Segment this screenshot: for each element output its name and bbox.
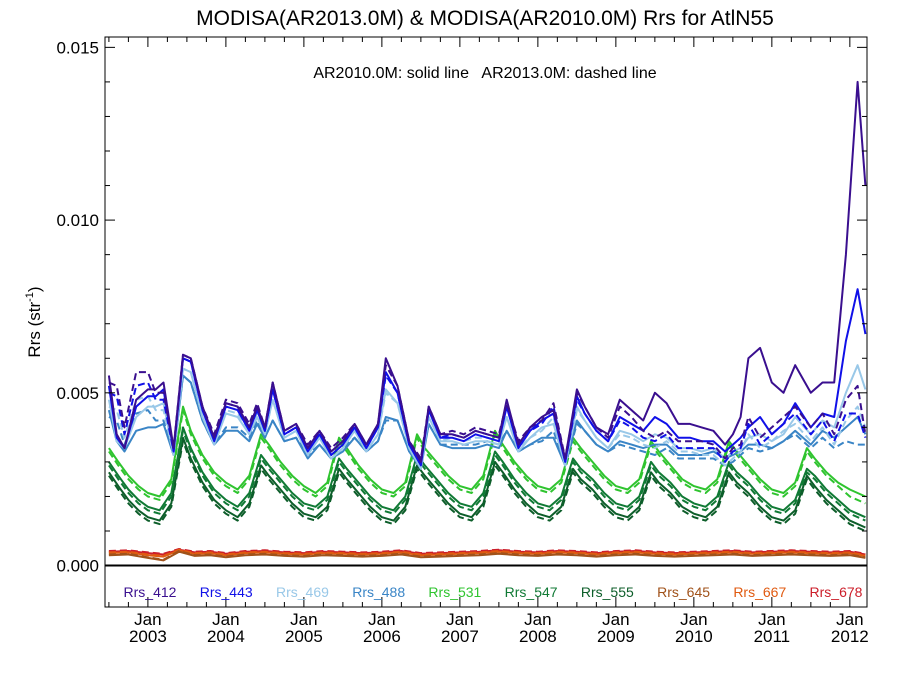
x-tick-year: 2003 bbox=[129, 627, 167, 646]
x-tick-year: 2004 bbox=[207, 627, 245, 646]
y-axis-ticks: 0.000 0.005 0.010 0.015 bbox=[56, 38, 867, 576]
y-axis-label: Rrs (str-1) bbox=[24, 286, 44, 357]
x-tick-year: 2005 bbox=[285, 627, 323, 646]
x-tick-month: Jan bbox=[368, 610, 395, 629]
chart-title: MODISA(AR2013.0M) & MODISA(AR2010.0M) Rr… bbox=[196, 7, 774, 30]
series-line-solid-rrs-412 bbox=[107, 80, 867, 463]
x-tick-month: Jan bbox=[680, 610, 707, 629]
y-tick-label: 0.010 bbox=[56, 211, 99, 230]
y-axis-label-text: Rrs (str bbox=[25, 302, 44, 358]
legend: Rrs_412 Rrs_443 Rrs_469 Rrs_488 Rrs_531 Rrs_5… bbox=[124, 584, 863, 600]
y-tick-label: 0.015 bbox=[56, 38, 99, 57]
legend-entry: Rrs_547 bbox=[505, 584, 558, 600]
series-line-solid-rrs-645 bbox=[108, 550, 866, 562]
x-tick-month: Jan bbox=[836, 610, 863, 629]
x-tick-year: 2012 bbox=[831, 627, 869, 646]
line-style-annotation: AR2010.0M: solid line AR2013.0M: dashed … bbox=[313, 65, 656, 82]
legend-entry: Rrs_412 bbox=[124, 584, 177, 600]
series-layer bbox=[107, 80, 867, 562]
legend-entry: Rrs_667 bbox=[733, 584, 786, 600]
x-tick-year: 2007 bbox=[441, 627, 479, 646]
x-tick-month: Jan bbox=[290, 610, 317, 629]
legend-entry: Rrs_555 bbox=[581, 584, 634, 600]
y-axis-label-superscript: -1 bbox=[24, 292, 36, 302]
x-axis-ticks: Jan2003Jan2004Jan2005Jan2006Jan2007Jan20… bbox=[108, 37, 869, 646]
series-line-solid-rrs-488 bbox=[107, 374, 867, 470]
legend-entry: Rrs_531 bbox=[428, 584, 481, 600]
series-line-dashed-rrs-555 bbox=[108, 440, 866, 532]
y-axis-label-close: ) bbox=[25, 286, 44, 292]
x-tick-year: 2006 bbox=[363, 627, 401, 646]
x-tick-month: Jan bbox=[524, 610, 551, 629]
legend-entry: Rrs_488 bbox=[352, 584, 405, 600]
x-tick-month: Jan bbox=[602, 610, 629, 629]
legend-entry: Rrs_443 bbox=[200, 584, 253, 600]
series-line-solid-rrs-555 bbox=[108, 436, 866, 529]
x-tick-month: Jan bbox=[446, 610, 473, 629]
x-tick-month: Jan bbox=[134, 610, 161, 629]
series-line-solid-rrs-547 bbox=[108, 426, 866, 519]
x-tick-year: 2008 bbox=[519, 627, 557, 646]
y-tick-label: 0.005 bbox=[56, 384, 99, 403]
legend-entry: Rrs_645 bbox=[657, 584, 710, 600]
x-tick-year: 2010 bbox=[675, 627, 713, 646]
series-line-dashed-rrs-531 bbox=[108, 409, 866, 505]
y-tick-label: 0.000 bbox=[56, 557, 99, 576]
series-line-dashed-rrs-469 bbox=[108, 367, 867, 467]
x-tick-year: 2011 bbox=[754, 627, 791, 646]
legend-entry: Rrs_469 bbox=[276, 584, 329, 600]
series-line-solid-rrs-443 bbox=[107, 288, 867, 467]
plot-frame bbox=[104, 36, 868, 608]
x-tick-month: Jan bbox=[212, 610, 239, 629]
series-line-dashed-rrs-488 bbox=[108, 374, 866, 467]
series-line-dashed-rrs-412 bbox=[108, 353, 867, 460]
x-tick-year: 2009 bbox=[597, 627, 635, 646]
series-line-solid-rrs-667 bbox=[108, 549, 866, 558]
x-tick-month: Jan bbox=[758, 610, 785, 629]
legend-entry: Rrs_678 bbox=[810, 584, 863, 600]
series-line-dashed-rrs-547 bbox=[108, 429, 866, 522]
